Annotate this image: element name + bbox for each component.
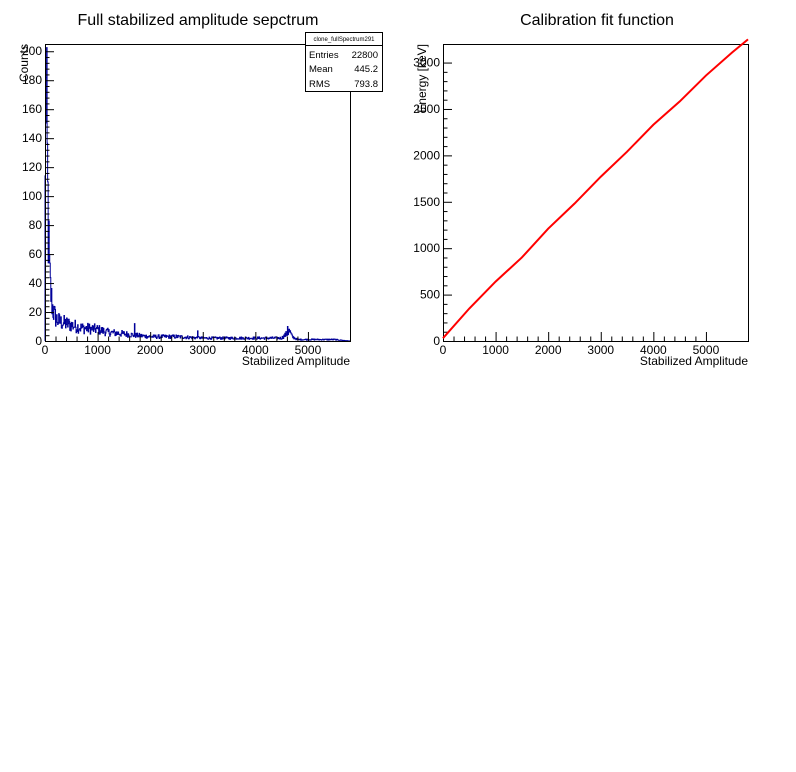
histogram-y-tick-label: 40	[29, 276, 43, 290]
calibration-x-tick-label: 5000	[693, 343, 720, 357]
stats-mean-label: Mean	[309, 64, 333, 75]
histogram-y-tick-label: 160	[22, 102, 42, 116]
histogram-bars	[44, 47, 351, 342]
histogram-x-tick-label: 2000	[137, 343, 164, 357]
stats-mean-value: 445.2	[354, 64, 378, 75]
histogram-x-axis: 0 1000 2000 3000 4000 5000	[42, 332, 322, 357]
histogram-x-axis-title: Stabilized Amplitude	[242, 354, 350, 368]
histogram-x-tick-label: 5000	[295, 343, 322, 357]
stats-box-title: clone_fullSpectrum291	[313, 37, 375, 43]
stats-rms-value: 793.8	[354, 79, 378, 90]
calibration-x-axis: 0 1000 2000 3000 4000 5000	[440, 332, 720, 357]
histogram-y-axis-title: Counts	[17, 44, 31, 82]
calibration-y-tick-label: 1000	[413, 241, 440, 255]
histogram-title: Full stabilized amplitude sepctrum	[78, 12, 319, 29]
calibration-y-tick-label: 2000	[413, 148, 440, 162]
histogram-x-tick-label: 1000	[84, 343, 111, 357]
histogram-x-tick-label: 3000	[189, 343, 216, 357]
histogram-y-tick-label: 20	[29, 305, 43, 319]
calibration-fit-line	[442, 38, 749, 339]
calibration-y-tick-label: 3000	[413, 56, 440, 70]
calibration-y-axis-title: Energy [keV]	[415, 44, 429, 113]
histogram-y-tick-label: 0	[35, 334, 42, 348]
calibration-title: Calibration fit function	[520, 12, 674, 29]
histogram-x-tick-label: 4000	[242, 343, 269, 357]
calibration-x-tick-label: 0	[440, 343, 447, 357]
calibration-x-tick-label: 2000	[535, 343, 562, 357]
histogram-y-tick-label: 60	[29, 247, 43, 261]
calibration-y-tick-label: 2500	[413, 102, 440, 116]
calibration-y-axis: 0 500 1000 1500 2000 2500 3000	[413, 56, 452, 348]
histogram-frame	[45, 44, 351, 342]
histogram-pad: Full stabilized amplitude sepctrum 0 1000…	[17, 12, 383, 368]
calibration-x-tick-label: 1000	[482, 343, 509, 357]
histogram-y-axis: 0 20 40 60 80 100 120 140 160 180 200	[22, 44, 54, 348]
stats-box: clone_fullSpectrum291 Entries 22800 Mean…	[305, 32, 383, 92]
histogram-y-tick-label: 120	[22, 160, 42, 174]
calibration-frame	[443, 44, 749, 342]
calibration-x-axis-title: Stabilized Amplitude	[640, 354, 748, 368]
calibration-x-tick-label: 4000	[640, 343, 667, 357]
histogram-y-tick-label: 80	[29, 218, 43, 232]
calibration-x-tick-label: 3000	[587, 343, 614, 357]
stats-entries-value: 22800	[352, 50, 378, 61]
calibration-pad: Calibration fit function 0 1000 2000 3000 40…	[413, 12, 749, 368]
histogram-y-tick-label: 200	[22, 44, 42, 58]
histogram-y-tick-label: 100	[22, 189, 42, 203]
stats-entries-label: Entries	[309, 50, 339, 61]
histogram-series	[44, 47, 351, 342]
calibration-y-tick-label: 0	[433, 334, 440, 348]
stats-rms-label: RMS	[309, 79, 330, 90]
histogram-y-tick-label: 180	[22, 73, 42, 87]
calibration-y-tick-label: 1500	[413, 195, 440, 209]
histogram-x-tick-label: 0	[42, 343, 49, 357]
calibration-y-tick-label: 500	[420, 288, 440, 302]
histogram-y-tick-label: 140	[22, 131, 42, 145]
